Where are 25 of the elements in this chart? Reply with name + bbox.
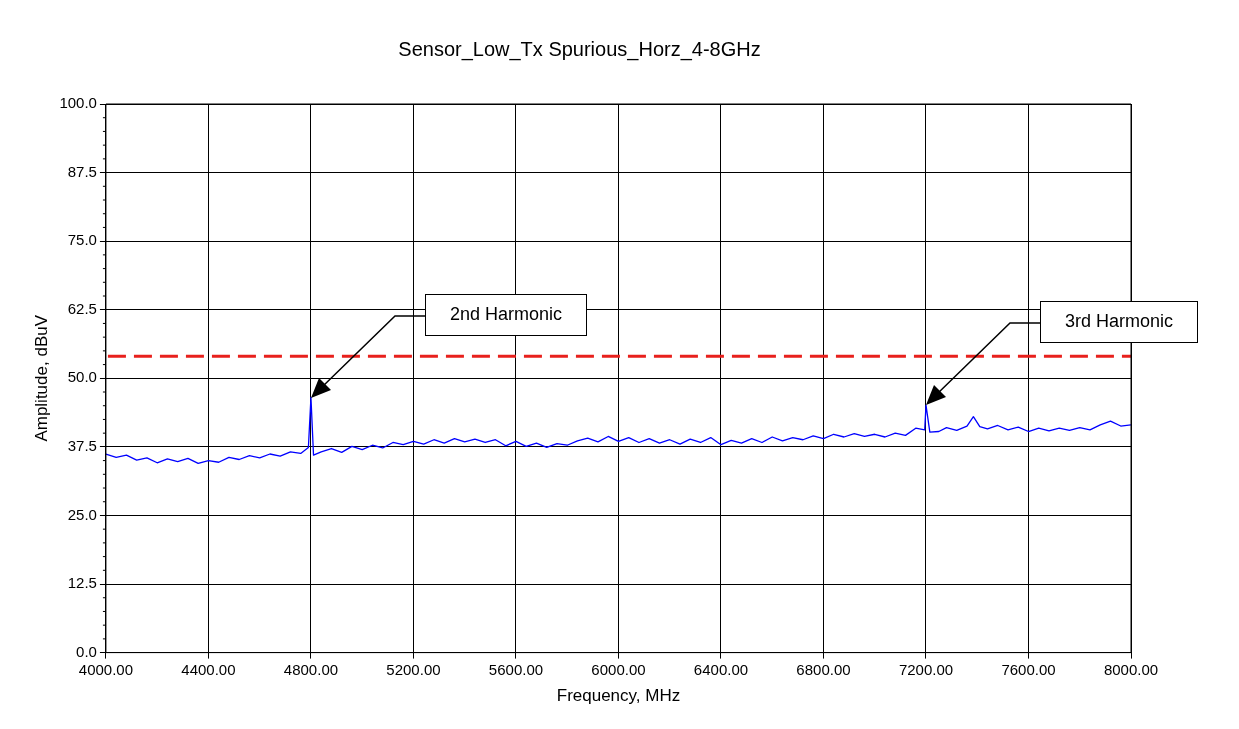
x-tick-label: 7600.00 [1001,660,1056,678]
y-tick-label: 75.0 [67,231,97,249]
x-tick-label: 7200.00 [898,660,954,678]
annotation: 2nd Harmonic [424,293,587,336]
x-tick-label: 4400.00 [181,660,236,678]
x-tick-label: 6000.00 [591,660,646,678]
y-tick-label: 37.5 [67,437,97,455]
x-tick-label: 4000.00 [78,660,134,678]
x-tick-label: 6400.00 [693,660,749,678]
y-tick-label: 12.5 [67,574,97,592]
x-tick-label: 8000.00 [1103,660,1159,678]
x-tick-label: 5600.00 [488,660,544,678]
y-tick-label: 62.5 [67,299,97,317]
y-tick-label: 100.0 [59,94,97,112]
x-tick-label: 4800.00 [283,660,339,678]
chart-title: Sensor_Low_Tx Spurious_Horz_4-8GHz [398,37,761,61]
x-tick-label: 5200.00 [386,660,441,678]
x-tick-label: 6800.00 [796,660,851,678]
y-tick-label: 50.0 [67,368,97,386]
y-tick-label: 25.0 [67,505,97,523]
y-tick-label: 87.5 [67,162,97,180]
y-axis-title: Amplitude, dBuV [31,314,51,442]
x-axis-title: Frequency, MHz [556,686,681,706]
y-tick-label: 0.0 [76,642,97,660]
annotation: 3rd Harmonic [1039,300,1199,343]
